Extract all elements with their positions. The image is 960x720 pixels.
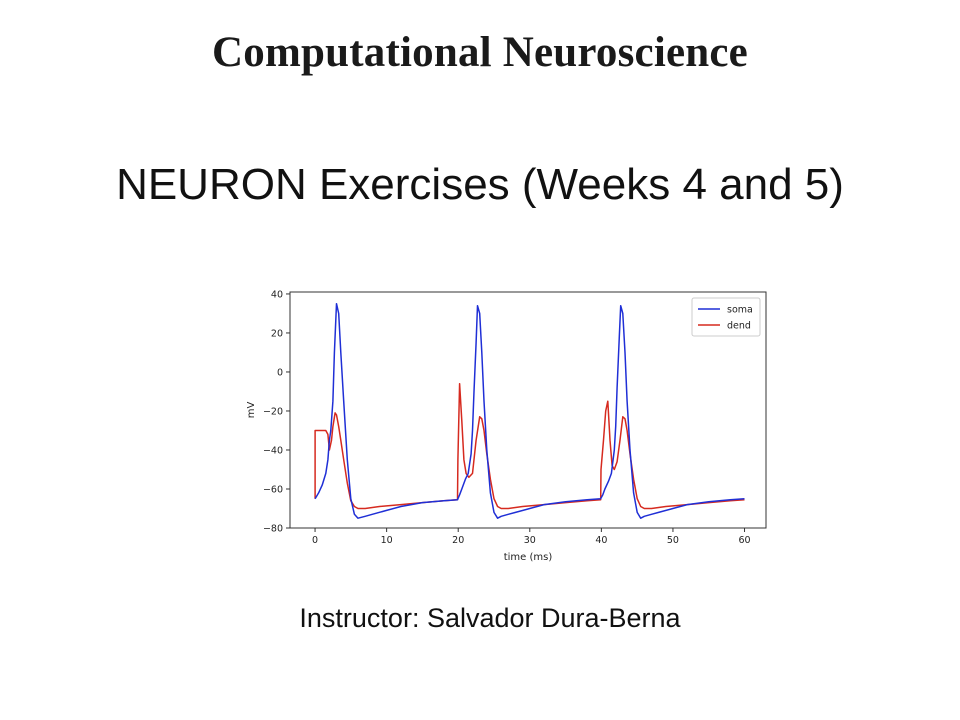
x-tick-label: 30 bbox=[524, 535, 536, 546]
course-title: Computational Neuroscience bbox=[212, 29, 748, 76]
y-tick-label: 20 bbox=[271, 328, 283, 339]
y-tick-label: −60 bbox=[263, 484, 283, 495]
instructor-name: Instructor: Salvador Dura-Berna bbox=[299, 603, 681, 633]
x-tick-label: 40 bbox=[595, 535, 607, 546]
legend-label-soma: soma bbox=[727, 305, 753, 316]
x-tick-label: 10 bbox=[381, 535, 393, 546]
y-tick-label: −20 bbox=[263, 406, 283, 417]
membrane-potential-chart: −80 −60 −40 −20 0 20 40 0 10 20 30 40 50 60 time (ms… bbox=[246, 289, 767, 563]
x-tick-label: 60 bbox=[738, 535, 750, 546]
y-tick-label: 40 bbox=[271, 289, 283, 300]
y-axis: −80 −60 −40 −20 0 20 40 bbox=[263, 289, 290, 535]
y-tick-label: −80 bbox=[263, 524, 283, 535]
x-tick-label: 50 bbox=[667, 535, 679, 546]
legend: soma dend bbox=[691, 297, 761, 337]
legend-box bbox=[691, 297, 761, 337]
y-tick-label: −40 bbox=[263, 445, 283, 456]
legend-label-dend: dend bbox=[727, 321, 751, 332]
x-axis: 0 10 20 30 40 50 60 bbox=[312, 528, 751, 546]
x-axis-label: time (ms) bbox=[504, 552, 553, 563]
y-tick-label: 0 bbox=[277, 367, 283, 378]
x-tick-label: 0 bbox=[312, 535, 318, 546]
series-line-soma bbox=[314, 302, 745, 519]
slide-title: NEURON Exercises (Weeks 4 and 5) bbox=[116, 160, 844, 209]
plot-frame bbox=[289, 291, 767, 529]
x-tick-label: 20 bbox=[452, 535, 464, 546]
series-line-dend bbox=[314, 382, 745, 510]
series-lines bbox=[314, 302, 745, 519]
y-axis-label: mV bbox=[246, 402, 257, 419]
